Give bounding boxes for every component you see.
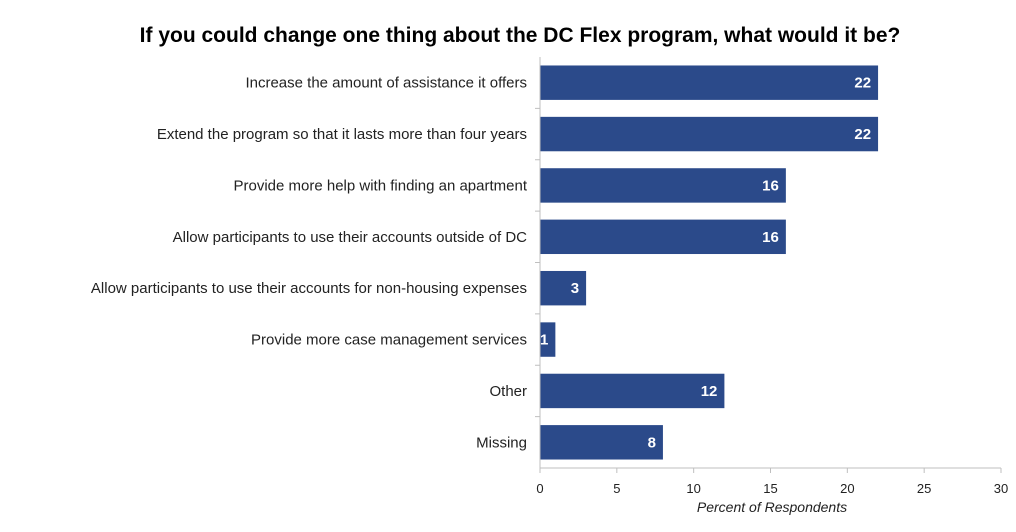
category-label: Extend the program so that it lasts more… <box>157 126 527 143</box>
x-tick-label: 15 <box>763 481 777 496</box>
bar-value-label: 22 <box>854 126 871 143</box>
bar-value-label: 3 <box>571 280 579 297</box>
category-label: Missing <box>476 434 527 451</box>
category-label: Other <box>489 383 527 400</box>
bar <box>540 65 879 100</box>
bar-value-label: 16 <box>762 229 779 246</box>
bar <box>540 373 725 409</box>
category-label: Allow participants to use their accounts… <box>91 280 527 297</box>
x-axis-label: Percent of Respondents <box>697 499 847 515</box>
bar <box>540 322 556 357</box>
category-labels-group: Increase the amount of assistance it off… <box>91 75 528 452</box>
category-label: Allow participants to use their accounts… <box>173 229 528 246</box>
x-tick-label: 5 <box>613 481 620 496</box>
x-tick-label: 10 <box>686 481 700 496</box>
bar <box>540 425 663 460</box>
bar <box>540 168 786 203</box>
x-tick-label: 25 <box>917 481 931 496</box>
x-ticks-group: 0 5 10 15 20 25 30 <box>535 107 1008 496</box>
bars-group: 22 22 16 16 3 1 12 8 <box>540 65 879 460</box>
bar-value-label: 12 <box>701 383 718 400</box>
bar-value-label: 22 <box>854 75 871 92</box>
bar <box>540 219 786 255</box>
bar-value-label: 16 <box>762 177 779 194</box>
x-tick-label: 30 <box>994 481 1008 496</box>
chart-title: If you could change one thing about the … <box>140 24 901 47</box>
category-label: Provide more help with finding an apartm… <box>234 177 528 194</box>
category-label: Increase the amount of assistance it off… <box>245 75 527 92</box>
bar <box>540 116 879 152</box>
x-tick-label: 0 <box>536 481 543 496</box>
category-label: Provide more case management services <box>251 332 527 349</box>
bar <box>540 270 587 306</box>
bar-value-label: 1 <box>540 332 548 349</box>
bar-value-label: 8 <box>648 434 656 451</box>
x-tick-label: 20 <box>840 481 854 496</box>
